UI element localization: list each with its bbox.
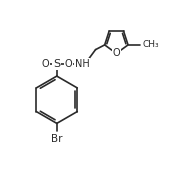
Text: Br: Br — [51, 134, 63, 144]
Text: O: O — [41, 59, 49, 69]
Text: O: O — [113, 48, 120, 58]
Text: NH: NH — [75, 59, 90, 69]
Text: O: O — [65, 59, 72, 69]
Text: S: S — [53, 59, 60, 69]
Text: CH₃: CH₃ — [142, 40, 159, 49]
